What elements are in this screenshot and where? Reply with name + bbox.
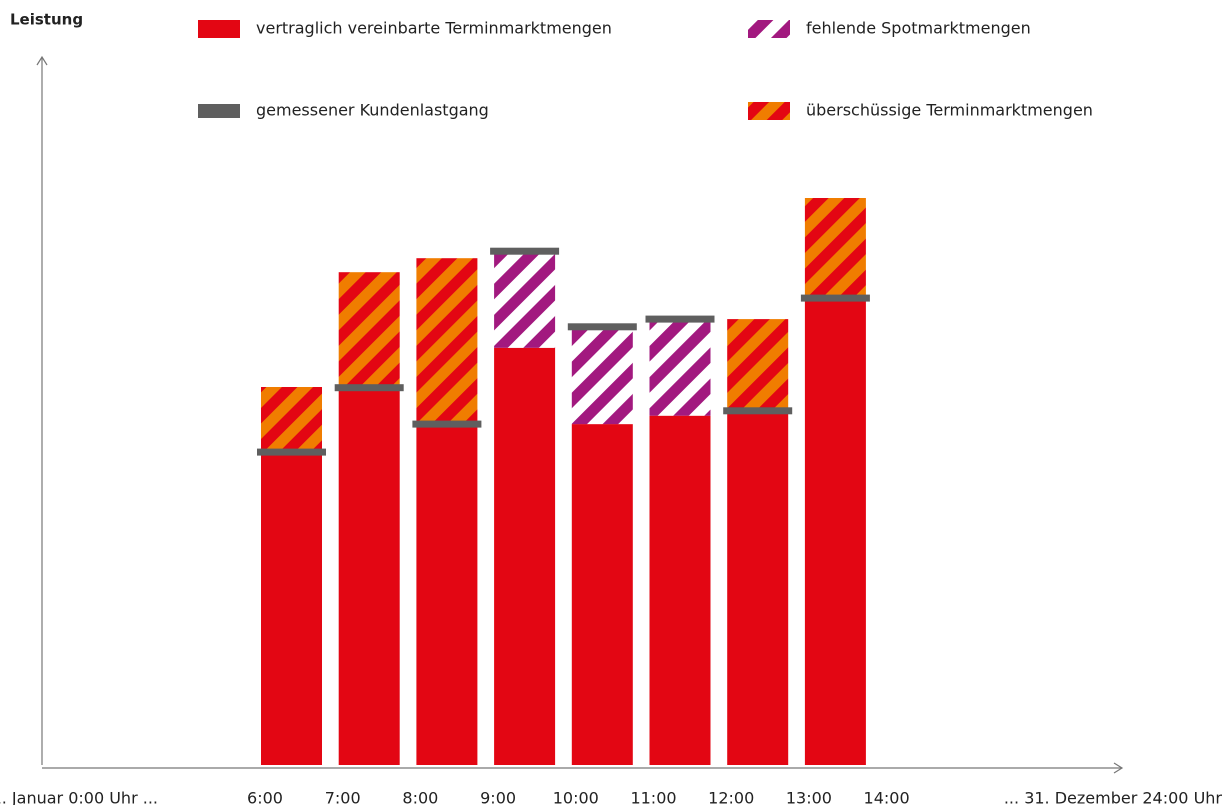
load-marker xyxy=(490,247,560,255)
y-axis-arrow xyxy=(36,55,48,66)
bar-segment xyxy=(261,452,322,765)
load-marker xyxy=(334,384,404,392)
x-tick-label: 9:00 xyxy=(480,789,516,805)
load-marker xyxy=(723,407,793,415)
legend-label: fehlende Spotmarktmengen xyxy=(806,19,1031,38)
bar-segment xyxy=(649,319,711,416)
bar-segment xyxy=(571,326,633,425)
bar-segment xyxy=(416,424,478,765)
bar-segment xyxy=(804,198,866,299)
legend-swatch xyxy=(748,102,790,120)
bar-segment xyxy=(261,387,322,453)
x-tick-label: 13:00 xyxy=(786,789,832,805)
load-marker xyxy=(567,323,637,331)
legend-label: überschüssige Terminmarktmengen xyxy=(806,101,1093,120)
x-tick-label: 7:00 xyxy=(325,789,361,805)
legend-label: gemessener Kundenlastgang xyxy=(256,101,489,120)
bar-segment xyxy=(338,387,400,765)
x-tick-label: 10:00 xyxy=(553,789,599,805)
bar-segment xyxy=(804,298,866,765)
bar-segment xyxy=(494,347,556,765)
x-end-label: ... 31. Dezember 24:00 Uhr xyxy=(1004,789,1223,805)
bar-segment xyxy=(649,415,711,765)
bar-segment xyxy=(338,272,400,388)
bar-segment xyxy=(416,258,478,425)
x-tick-label: 6:00 xyxy=(247,789,283,805)
bar-segment xyxy=(571,424,633,765)
legend-swatch xyxy=(198,20,240,38)
legend-swatch xyxy=(198,104,240,118)
load-marker xyxy=(257,448,326,456)
x-tick-label: 14:00 xyxy=(864,789,910,805)
legend-swatch xyxy=(748,20,790,38)
x-tick-label: 8:00 xyxy=(402,789,438,805)
load-marker xyxy=(800,294,870,302)
bar-segment xyxy=(727,410,789,765)
x-start-label: 1. Januar 0:00 Uhr ... xyxy=(0,789,158,805)
x-tick-label: 12:00 xyxy=(708,789,754,805)
bar-segment xyxy=(727,319,789,411)
x-axis-arrow xyxy=(1113,762,1124,774)
x-tick-label: 11:00 xyxy=(630,789,676,805)
legend-label: vertraglich vereinbarte Terminmarktmenge… xyxy=(256,19,612,38)
bar-segment xyxy=(494,251,556,348)
y-axis-label: Leistung xyxy=(10,11,83,29)
load-marker xyxy=(412,420,482,428)
load-marker xyxy=(645,315,715,323)
